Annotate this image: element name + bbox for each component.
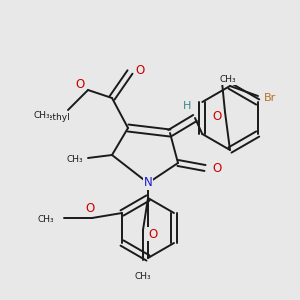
Text: O: O bbox=[212, 161, 222, 175]
Text: O: O bbox=[148, 227, 158, 241]
Text: CH₃: CH₃ bbox=[220, 76, 237, 85]
Text: Br: Br bbox=[264, 93, 276, 103]
Text: methyl: methyl bbox=[38, 113, 70, 122]
Text: CH₃: CH₃ bbox=[66, 155, 83, 164]
Text: O: O bbox=[212, 110, 222, 124]
Text: CH₃: CH₃ bbox=[38, 215, 54, 224]
Text: O: O bbox=[135, 64, 145, 76]
Text: H: H bbox=[183, 101, 191, 111]
Text: N: N bbox=[144, 176, 152, 190]
Text: O: O bbox=[85, 202, 94, 214]
Text: CH₃: CH₃ bbox=[135, 272, 151, 281]
Text: O: O bbox=[75, 77, 85, 91]
Text: CH₃: CH₃ bbox=[33, 110, 50, 119]
